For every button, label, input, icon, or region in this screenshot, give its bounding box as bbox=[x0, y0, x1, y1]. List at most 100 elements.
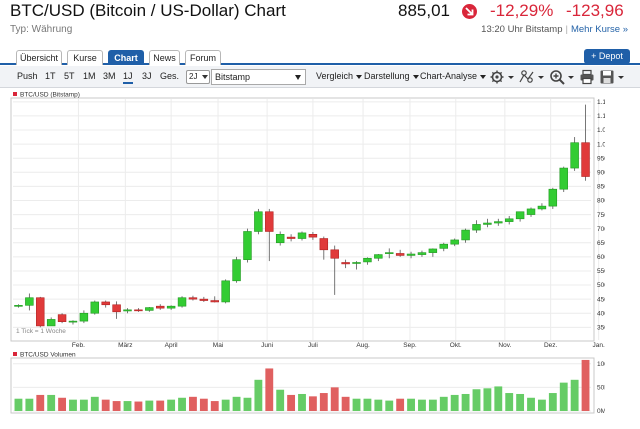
meta-separator: | bbox=[565, 24, 568, 35]
range-all[interactable]: Ges. bbox=[160, 71, 180, 81]
tab-forum[interactable]: Forum bbox=[185, 50, 221, 65]
candle-body-up bbox=[406, 253, 416, 256]
candle bbox=[243, 228, 252, 263]
x-tick-label: Jan. bbox=[592, 342, 604, 349]
calendar-icon: 2J bbox=[189, 72, 198, 81]
volume-bar bbox=[276, 389, 285, 411]
volume-bar bbox=[14, 398, 23, 411]
exchange-select[interactable]: Bitstamp bbox=[211, 69, 306, 85]
candle-body-up bbox=[68, 320, 78, 323]
quote-header: BTC/USD (Bitcoin / US-Dollar) Chart Typ:… bbox=[0, 0, 640, 40]
range-3j[interactable]: 3J bbox=[142, 71, 152, 81]
volume-chart[interactable]: BTC/USD Volumen 100M 50M 0M bbox=[10, 352, 605, 416]
volume-bar bbox=[47, 394, 56, 411]
volume-bar bbox=[461, 393, 470, 411]
more-quotes-link[interactable]: Mehr Kurse » bbox=[570, 24, 628, 35]
zoom-icon[interactable] bbox=[549, 69, 575, 85]
y-tick-label: 950 bbox=[597, 155, 605, 162]
price-chart[interactable]: BTC/USD (Bitstamp) 1 Tick = 1 Woche 350 4… bbox=[10, 92, 605, 350]
y-tick-label: 1.000 bbox=[597, 141, 605, 148]
candle-body-up bbox=[25, 297, 34, 306]
volume-bar bbox=[25, 398, 34, 411]
tab-quotes[interactable]: Kurse bbox=[67, 50, 103, 65]
range-1m[interactable]: 1M bbox=[83, 71, 96, 81]
y-tick-label: 400 bbox=[597, 310, 605, 317]
volume-bar bbox=[156, 400, 165, 411]
candle bbox=[352, 261, 361, 270]
range-1t[interactable]: 1T bbox=[45, 71, 56, 81]
candle-body-down bbox=[341, 262, 350, 265]
candle bbox=[101, 300, 110, 308]
print-icon[interactable] bbox=[579, 69, 595, 85]
candle bbox=[461, 228, 470, 243]
volume-bar bbox=[319, 393, 328, 411]
chart-panel: BTC/USD (Bitstamp) 1 Tick = 1 Woche 350 4… bbox=[10, 92, 605, 416]
candle bbox=[374, 254, 383, 262]
volume-bar bbox=[287, 394, 296, 411]
volume-bar bbox=[494, 386, 503, 411]
display-menu[interactable]: Darstellung bbox=[364, 71, 419, 81]
chevron-down-icon bbox=[412, 74, 419, 79]
add-to-depot-button[interactable]: + Depot bbox=[584, 49, 630, 64]
candle-body-up bbox=[297, 232, 307, 239]
candle bbox=[406, 251, 416, 259]
settings-icon[interactable] bbox=[489, 69, 515, 85]
candle-body-down bbox=[134, 309, 143, 312]
price-chart-title: BTC/USD (Bitstamp) bbox=[20, 92, 80, 99]
candle bbox=[254, 208, 263, 235]
analysis-menu-label: Chart-Analyse bbox=[420, 71, 478, 81]
candle-body-up bbox=[275, 233, 285, 244]
candle bbox=[559, 166, 568, 193]
x-tick-label: Feb. bbox=[72, 342, 85, 349]
candle-body-up bbox=[90, 301, 100, 314]
tab-news[interactable]: News bbox=[149, 50, 180, 65]
candle bbox=[494, 218, 503, 226]
tick-annotation: 1 Tick = 1 Woche bbox=[16, 328, 66, 335]
x-tick-label: Sep. bbox=[403, 342, 417, 349]
x-tick-label: Mai bbox=[213, 342, 223, 349]
candle bbox=[548, 187, 558, 209]
volume-bar bbox=[548, 393, 557, 411]
volume-bar bbox=[385, 400, 394, 411]
candle-body-up bbox=[483, 222, 492, 225]
x-tick-label: Nov. bbox=[498, 342, 511, 349]
candle bbox=[166, 305, 176, 310]
volume-bar bbox=[265, 368, 274, 411]
candle-body-up bbox=[417, 252, 427, 255]
tab-chart[interactable]: Chart bbox=[108, 50, 144, 65]
save-icon[interactable] bbox=[599, 69, 627, 85]
candle bbox=[145, 307, 154, 312]
interval-picker[interactable]: 2J bbox=[186, 70, 210, 84]
volume-bar bbox=[298, 393, 306, 411]
range-5t[interactable]: 5T bbox=[64, 71, 75, 81]
range-1j[interactable]: 1J bbox=[123, 71, 133, 84]
candle-body-up bbox=[352, 262, 361, 264]
compare-menu[interactable]: Vergleich bbox=[316, 71, 363, 81]
candle-body-up bbox=[232, 259, 241, 282]
indicator-icon[interactable] bbox=[519, 69, 545, 85]
quote-time-source: 13:20 Uhr Bitstamp bbox=[481, 24, 563, 35]
volume-bar bbox=[112, 401, 121, 411]
candle bbox=[570, 137, 579, 171]
volume-bar bbox=[559, 382, 568, 411]
candle bbox=[36, 296, 45, 328]
tab-overview[interactable]: Übersicht bbox=[16, 50, 62, 65]
analysis-menu[interactable]: Chart-Analyse bbox=[420, 71, 487, 81]
y-tick-label: 450 bbox=[597, 296, 605, 303]
volume-bar bbox=[505, 393, 514, 411]
volume-bar bbox=[396, 398, 405, 411]
candle bbox=[188, 295, 198, 301]
volume-bar bbox=[308, 396, 317, 411]
volume-bar bbox=[439, 396, 448, 411]
volume-bar bbox=[243, 397, 252, 411]
down-arrow-icon bbox=[462, 4, 477, 19]
candle bbox=[221, 279, 230, 304]
push-toggle[interactable]: Push bbox=[17, 71, 38, 81]
volume-bar bbox=[330, 387, 339, 411]
range-3m[interactable]: 3M bbox=[103, 71, 116, 81]
volume-bar bbox=[123, 401, 132, 411]
candle-body-up bbox=[363, 257, 372, 263]
candle-body-up bbox=[472, 224, 481, 231]
y-tick-label: 350 bbox=[597, 325, 605, 332]
y-tick-label: 600 bbox=[597, 254, 605, 261]
